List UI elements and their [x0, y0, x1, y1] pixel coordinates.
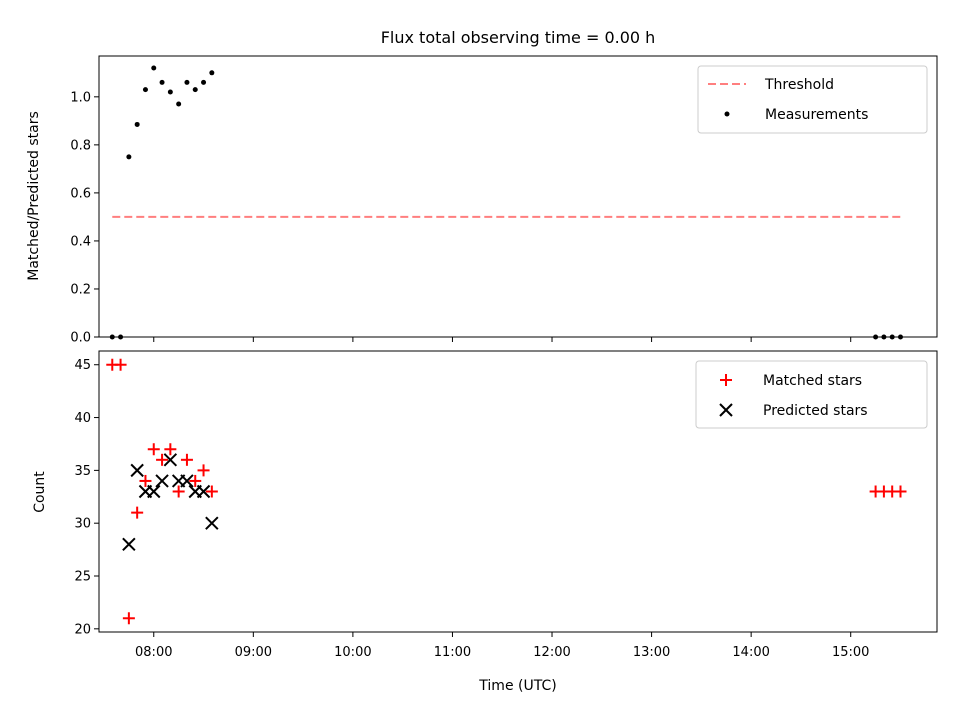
matched-star-point: [172, 485, 185, 498]
predicted-star-point: [196, 484, 211, 499]
top-y-tick-label: 0.0: [70, 331, 91, 346]
predicted-star-stroke-b: [196, 484, 211, 499]
measurement-point: [201, 79, 207, 85]
x-axis-label: Time (UTC): [478, 678, 556, 694]
bottom-y-tick-label: 30: [74, 517, 91, 532]
predicted-star-stroke-b: [147, 484, 161, 499]
top-legend-box: [697, 65, 928, 134]
matched-star-point: [189, 474, 202, 487]
bottom-y-tick-label: 20: [74, 622, 91, 637]
x-tick-label: 08:00: [135, 645, 172, 660]
matched-star-point: [139, 474, 152, 487]
measurement-point: [184, 79, 190, 85]
top-panel-frame: [98, 55, 938, 338]
measurement-point: [126, 154, 132, 160]
bottom-panel-frame: [98, 350, 938, 633]
measurement-point: [151, 65, 157, 71]
measurement-point: [159, 79, 165, 85]
top-axes: 0.0 0.2 0.4 0.6 0.8 1.0: [70, 90, 852, 346]
matched-star-point: [180, 453, 193, 466]
matched-star-point: [197, 464, 210, 477]
measurements-legend-swatch: [724, 111, 730, 117]
predicted-star-stroke-b: [155, 474, 169, 488]
measurement-point: [176, 101, 182, 107]
top-y-tick-label: 1.0: [70, 90, 91, 105]
x-tick-label: 10:00: [334, 645, 371, 660]
x-tick-label: 12:00: [533, 645, 570, 660]
measurement-point: [142, 87, 148, 93]
predicted-star-point: [147, 484, 161, 499]
top-y-axis-label: Matched/Predicted stars: [26, 111, 42, 281]
x-tick-label: 13:00: [633, 645, 670, 660]
predicted-star-stroke-b: [163, 453, 178, 467]
x-tick-label: 15:00: [832, 645, 869, 660]
top-y-tick-label: 0.6: [70, 186, 91, 201]
bottom-y-axis-label: Count: [32, 471, 48, 513]
x-tick-label: 11:00: [434, 645, 471, 660]
predicted-legend-label: Predicted stars: [763, 403, 868, 419]
bottom-legend: Matched stars Predicted stars: [695, 360, 928, 429]
matched-star-point: [131, 506, 144, 519]
predicted-star-stroke-b: [122, 537, 136, 552]
top-y-tick-label: 0.4: [70, 234, 91, 249]
matched-star-point: [156, 453, 169, 466]
predicted-star-point: [130, 463, 144, 478]
measurement-point: [192, 87, 198, 93]
predicted-star-point: [155, 474, 169, 488]
predicted-legend-swatch: [719, 403, 733, 417]
bottom-y-tick-label: 40: [74, 411, 91, 426]
threshold-legend-label: Threshold: [764, 77, 834, 93]
measurements-legend-label: Measurements: [765, 107, 868, 123]
predicted-star-point: [122, 537, 136, 552]
x-tick-label: 09:00: [235, 645, 272, 660]
matched-star-point: [894, 485, 907, 498]
matched-star-point: [122, 612, 135, 625]
bottom-plot-area: [106, 358, 907, 625]
bottom-y-tick-label: 45: [74, 358, 91, 373]
matched-star-point: [147, 443, 160, 456]
matched-legend-swatch: [720, 374, 732, 386]
matched-legend-label: Matched stars: [763, 373, 862, 389]
bottom-y-tick-label: 35: [74, 464, 91, 479]
bottom-legend-box: [695, 360, 928, 429]
measurement-point: [209, 70, 215, 76]
bottom-panel: 20 25 30 35 40 45 08:00 09:00 10:00 11:00 12:00 13:…: [32, 350, 938, 694]
x-tick-label: 14:00: [732, 645, 769, 660]
predicted-star-point: [163, 453, 178, 467]
predicted-star-stroke-b: [130, 463, 144, 478]
matched-star-point: [205, 485, 218, 498]
bottom-y-tick-label: 25: [74, 570, 91, 585]
bottom-axes: 20 25 30 35 40 45 08:00 09:00 10:00 11:00 12:00 13:…: [74, 358, 869, 660]
predicted-star-point: [205, 516, 219, 530]
measurement-point: [134, 121, 140, 127]
matched-star-point: [114, 358, 127, 371]
top-panel: 0.0 0.2 0.4 0.6 0.8 1.0 Matched/Predicted sta…: [26, 55, 938, 346]
top-chart-title: Flux total observing time = 0.00 h: [381, 28, 656, 47]
measurement-point: [167, 89, 173, 95]
predicted-star-stroke-b: [205, 516, 219, 530]
top-y-tick-label: 0.2: [70, 282, 91, 297]
matched-star-point: [164, 443, 177, 456]
top-legend: Threshold Measurements: [697, 65, 928, 134]
top-y-tick-label: 0.8: [70, 138, 91, 153]
predicted-star-stroke-b: [180, 474, 194, 488]
predicted-star-point: [180, 474, 194, 488]
